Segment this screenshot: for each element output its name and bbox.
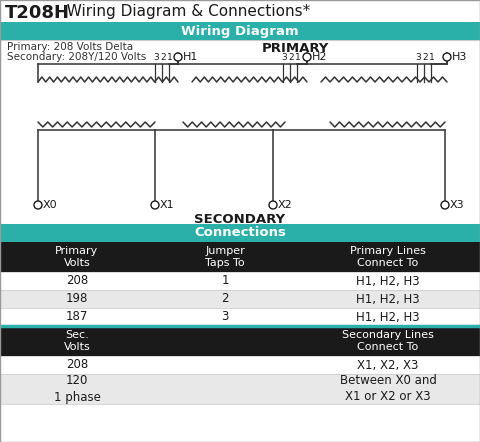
Text: Sec.
Volts: Sec. Volts (64, 330, 90, 352)
Text: Connections: Connections (194, 226, 286, 240)
Bar (0, 356, 480, 374)
Bar (0, 326, 480, 356)
Circle shape (269, 201, 277, 209)
Text: 1: 1 (295, 53, 301, 62)
Bar (0, 272, 480, 290)
Text: 2: 2 (288, 53, 294, 62)
Bar (0, 290, 480, 308)
Text: X0: X0 (43, 200, 58, 210)
Text: Secondary Lines
Connect To: Secondary Lines Connect To (342, 330, 434, 352)
Text: 2: 2 (422, 53, 428, 62)
Text: T208H: T208H (5, 4, 70, 22)
Circle shape (441, 201, 449, 209)
Text: H1, H2, H3: H1, H2, H3 (356, 293, 420, 305)
Text: Between X0 and
X1 or X2 or X3: Between X0 and X1 or X2 or X3 (339, 374, 436, 404)
Text: H2: H2 (312, 52, 327, 62)
Text: 3: 3 (153, 53, 159, 62)
Text: X2: X2 (278, 200, 293, 210)
Text: X1: X1 (160, 200, 175, 210)
Text: SECONDARY: SECONDARY (194, 213, 286, 226)
Text: Wiring Diagram: Wiring Diagram (181, 24, 299, 38)
Text: 187: 187 (66, 310, 88, 324)
Circle shape (151, 201, 159, 209)
Text: H1: H1 (183, 52, 198, 62)
Circle shape (34, 201, 42, 209)
Text: H1, H2, H3: H1, H2, H3 (356, 310, 420, 324)
Text: 198: 198 (66, 293, 88, 305)
Text: Primary
Volts: Primary Volts (55, 246, 98, 268)
Text: 208: 208 (66, 358, 88, 371)
Text: X1, X2, X3: X1, X2, X3 (357, 358, 419, 371)
Circle shape (174, 53, 182, 61)
Bar (0, 308, 480, 326)
Text: PRIMARY: PRIMARY (261, 42, 329, 55)
Text: Primary: 208 Volts Delta: Primary: 208 Volts Delta (7, 42, 133, 52)
Bar (0, 22, 480, 40)
Text: 2: 2 (221, 293, 229, 305)
Text: 120
1 phase: 120 1 phase (54, 374, 100, 404)
Text: X3: X3 (450, 200, 465, 210)
Bar (0, 40, 480, 224)
Bar (0, 374, 480, 404)
Text: Jumper
Taps To: Jumper Taps To (205, 246, 245, 268)
Circle shape (443, 53, 451, 61)
Text: 1: 1 (167, 53, 173, 62)
Text: 3: 3 (415, 53, 421, 62)
Text: 2: 2 (160, 53, 166, 62)
Text: H3: H3 (452, 52, 468, 62)
Text: 3: 3 (281, 53, 287, 62)
Text: Secondary: 208Y/120 Volts: Secondary: 208Y/120 Volts (7, 52, 146, 62)
Bar (0, 242, 480, 272)
Text: 208: 208 (66, 274, 88, 287)
Circle shape (303, 53, 311, 61)
Text: 1: 1 (429, 53, 435, 62)
Text: 1: 1 (221, 274, 229, 287)
Text: Primary Lines
Connect To: Primary Lines Connect To (350, 246, 426, 268)
Bar (0, 224, 480, 242)
Text: H1, H2, H3: H1, H2, H3 (356, 274, 420, 287)
Bar (0, 404, 480, 442)
Text: 3: 3 (221, 310, 228, 324)
Text: Wiring Diagram & Connections*: Wiring Diagram & Connections* (57, 4, 310, 19)
